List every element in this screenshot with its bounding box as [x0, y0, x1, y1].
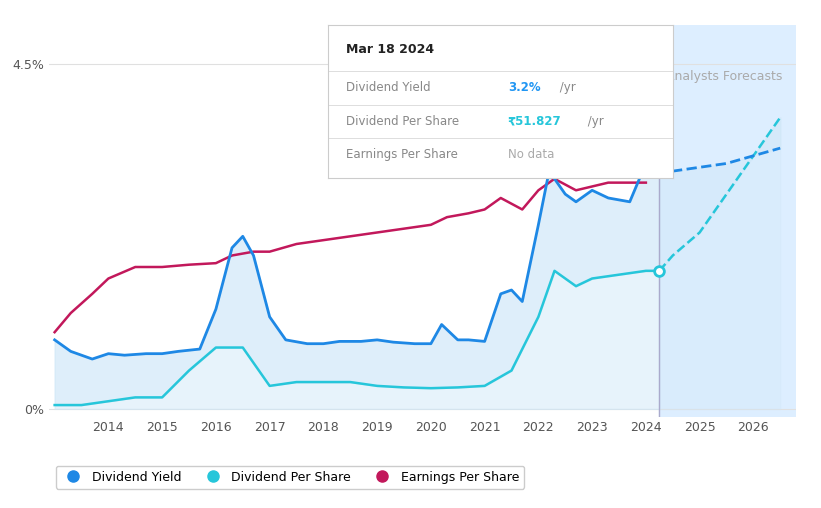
Text: Earnings Per Share: Earnings Per Share — [346, 148, 457, 162]
Bar — [659, 25, 796, 417]
Text: Dividend Per Share: Dividend Per Share — [346, 115, 459, 128]
Text: Dividend Yield: Dividend Yield — [346, 81, 430, 94]
Text: 3.2%: 3.2% — [507, 81, 540, 94]
Text: /yr: /yr — [584, 115, 603, 128]
Text: No data: No data — [507, 148, 554, 162]
Text: ₹51.827: ₹51.827 — [507, 115, 562, 128]
Text: Past: Past — [629, 70, 655, 83]
Text: /yr: /yr — [556, 81, 576, 94]
Text: Analysts Forecasts: Analysts Forecasts — [666, 70, 782, 83]
Legend: Dividend Yield, Dividend Per Share, Earnings Per Share: Dividend Yield, Dividend Per Share, Earn… — [56, 465, 525, 489]
Text: Mar 18 2024: Mar 18 2024 — [346, 43, 433, 56]
